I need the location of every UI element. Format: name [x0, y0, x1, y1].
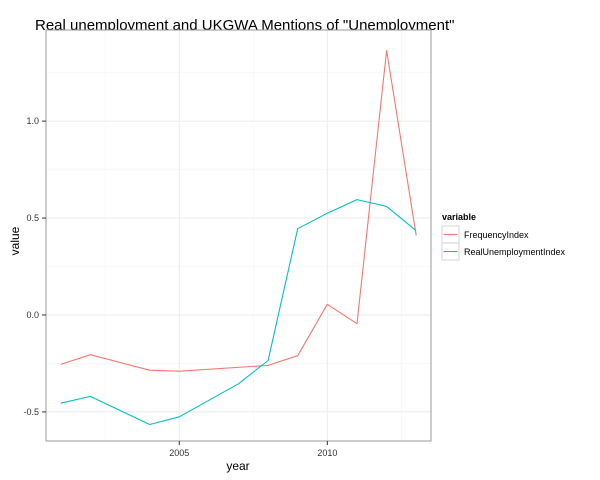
panel-border	[45, 29, 432, 442]
series-line-realunemploymentindex	[60, 199, 417, 426]
legend-title: variable	[442, 212, 476, 222]
x-tick-label: 2010	[317, 448, 337, 458]
y-tick-label: 1.0	[26, 116, 39, 126]
y-axis-ticks: -0.5 0.0 0.5 1.0	[23, 116, 46, 417]
y-tick-label: -0.5	[23, 407, 39, 417]
y-tick-label: 0.5	[26, 213, 39, 223]
legend-label: RealUnemploymentIndex	[464, 247, 566, 257]
series-lines	[60, 49, 417, 426]
y-axis-label: value	[8, 226, 22, 255]
legend-label: FrequencyIndex	[464, 230, 529, 240]
x-tick-label: 2005	[169, 448, 189, 458]
panel-background	[46, 30, 431, 441]
x-axis-ticks: 2005 2010	[169, 441, 337, 458]
series-line-frequencyindex	[60, 49, 417, 372]
plot-panel	[45, 29, 432, 442]
y-tick-label: 0.0	[26, 310, 39, 320]
legend: variable FrequencyIndex RealUnemploymentI…	[441, 212, 566, 261]
x-axis-label: year	[226, 459, 249, 473]
